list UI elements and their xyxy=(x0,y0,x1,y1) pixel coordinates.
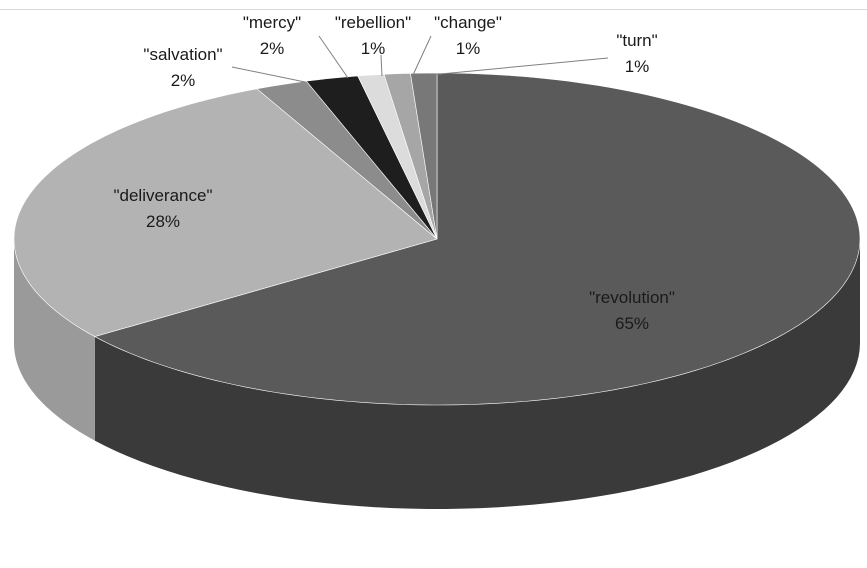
pie-slices xyxy=(13,72,861,406)
pie-side-deliverance xyxy=(14,239,95,441)
data-label-category-change: "change" xyxy=(434,13,502,32)
data-label-value-deliverance: 28% xyxy=(146,212,180,231)
data-label-category-turn: "turn" xyxy=(616,31,657,50)
data-label-value-rebellion: 1% xyxy=(361,39,386,58)
data-label-value-revolution: 65% xyxy=(615,314,649,333)
pie-side-revolution xyxy=(94,239,861,509)
data-label-category-mercy: "mercy" xyxy=(243,13,301,32)
data-label-value-mercy: 2% xyxy=(260,39,285,58)
pie-slice-revolution xyxy=(93,72,861,406)
pie-sides xyxy=(14,239,861,509)
pie-slice-deliverance xyxy=(13,88,438,337)
pie-slice-mercy xyxy=(305,75,438,240)
leader-line-rebellion xyxy=(380,54,383,77)
leader-line-salvation xyxy=(231,66,306,83)
data-label-value-salvation: 2% xyxy=(171,71,196,90)
data-label-category-salvation: "salvation" xyxy=(143,45,222,64)
data-label-value-change: 1% xyxy=(456,39,481,58)
data-label-category-deliverance: "deliverance" xyxy=(113,186,212,205)
leader-line-turn xyxy=(429,57,609,76)
data-label-category-revolution: "revolution" xyxy=(589,288,675,307)
data-label-value-turn: 1% xyxy=(625,57,650,76)
leader-line-mercy xyxy=(318,35,349,79)
pie-slice-turn xyxy=(410,72,438,240)
pie-slice-salvation xyxy=(256,80,438,240)
leader-lines xyxy=(231,35,609,83)
leader-line-change xyxy=(412,35,432,76)
data-label-category-rebellion: "rebellion" xyxy=(335,13,411,32)
data-labels: "revolution" 65% "deliverance" 28% "salvatio… xyxy=(113,13,674,333)
